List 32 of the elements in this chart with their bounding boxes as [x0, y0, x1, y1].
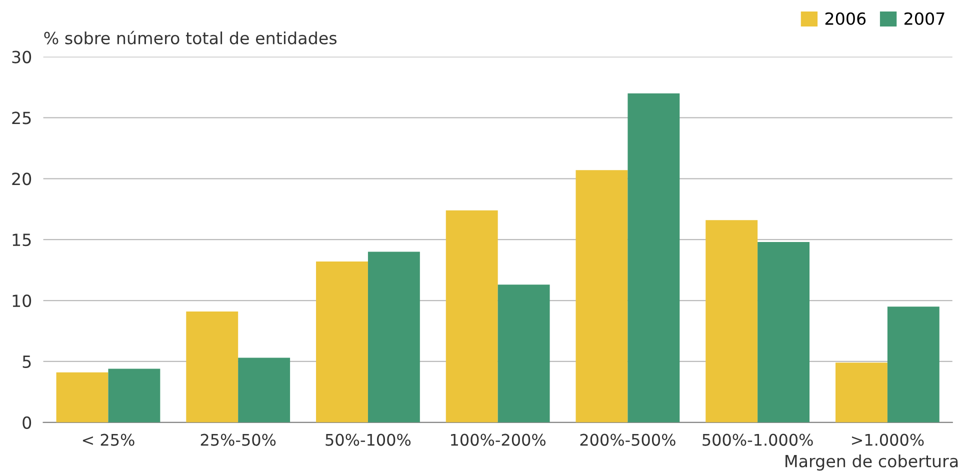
bar [238, 358, 290, 422]
bar [835, 362, 888, 422]
bar [498, 284, 550, 422]
y-tick-label: 20 [12, 172, 32, 186]
bar [108, 368, 160, 422]
bar [758, 242, 810, 422]
x-tick-label: < 25% [82, 434, 134, 446]
y-tick-label: 25 [12, 112, 31, 124]
bar [56, 372, 108, 422]
legend-label: 2007 [904, 12, 944, 25]
bar [446, 210, 498, 422]
bar [186, 311, 238, 422]
bar [628, 93, 680, 422]
y-tick-label: 10 [12, 294, 32, 308]
bar [576, 170, 628, 422]
y-tick-label: 0 [22, 416, 32, 429]
bar [706, 220, 758, 422]
bar [368, 252, 420, 422]
y-tick-label: 5 [22, 356, 31, 368]
y-tick-label: 30 [12, 50, 32, 64]
x-tick-label: 500%-1.000% [702, 434, 813, 446]
x-tick-label: 200%-500% [580, 434, 676, 446]
x-axis-title: Margen de cobertura [786, 454, 958, 471]
y-tick-label: 15 [12, 234, 31, 246]
y-axis-title: % sobre número total de entidades [44, 30, 337, 44]
bar [316, 262, 368, 422]
legend-label: 2006 [825, 12, 866, 25]
x-tick-label: 25%-50% [200, 434, 276, 446]
x-tick-label: >1.000% [852, 434, 924, 446]
x-tick-label: 50%-100% [326, 434, 411, 446]
x-tick-label: 100%-200% [451, 434, 546, 446]
bar [887, 306, 940, 422]
